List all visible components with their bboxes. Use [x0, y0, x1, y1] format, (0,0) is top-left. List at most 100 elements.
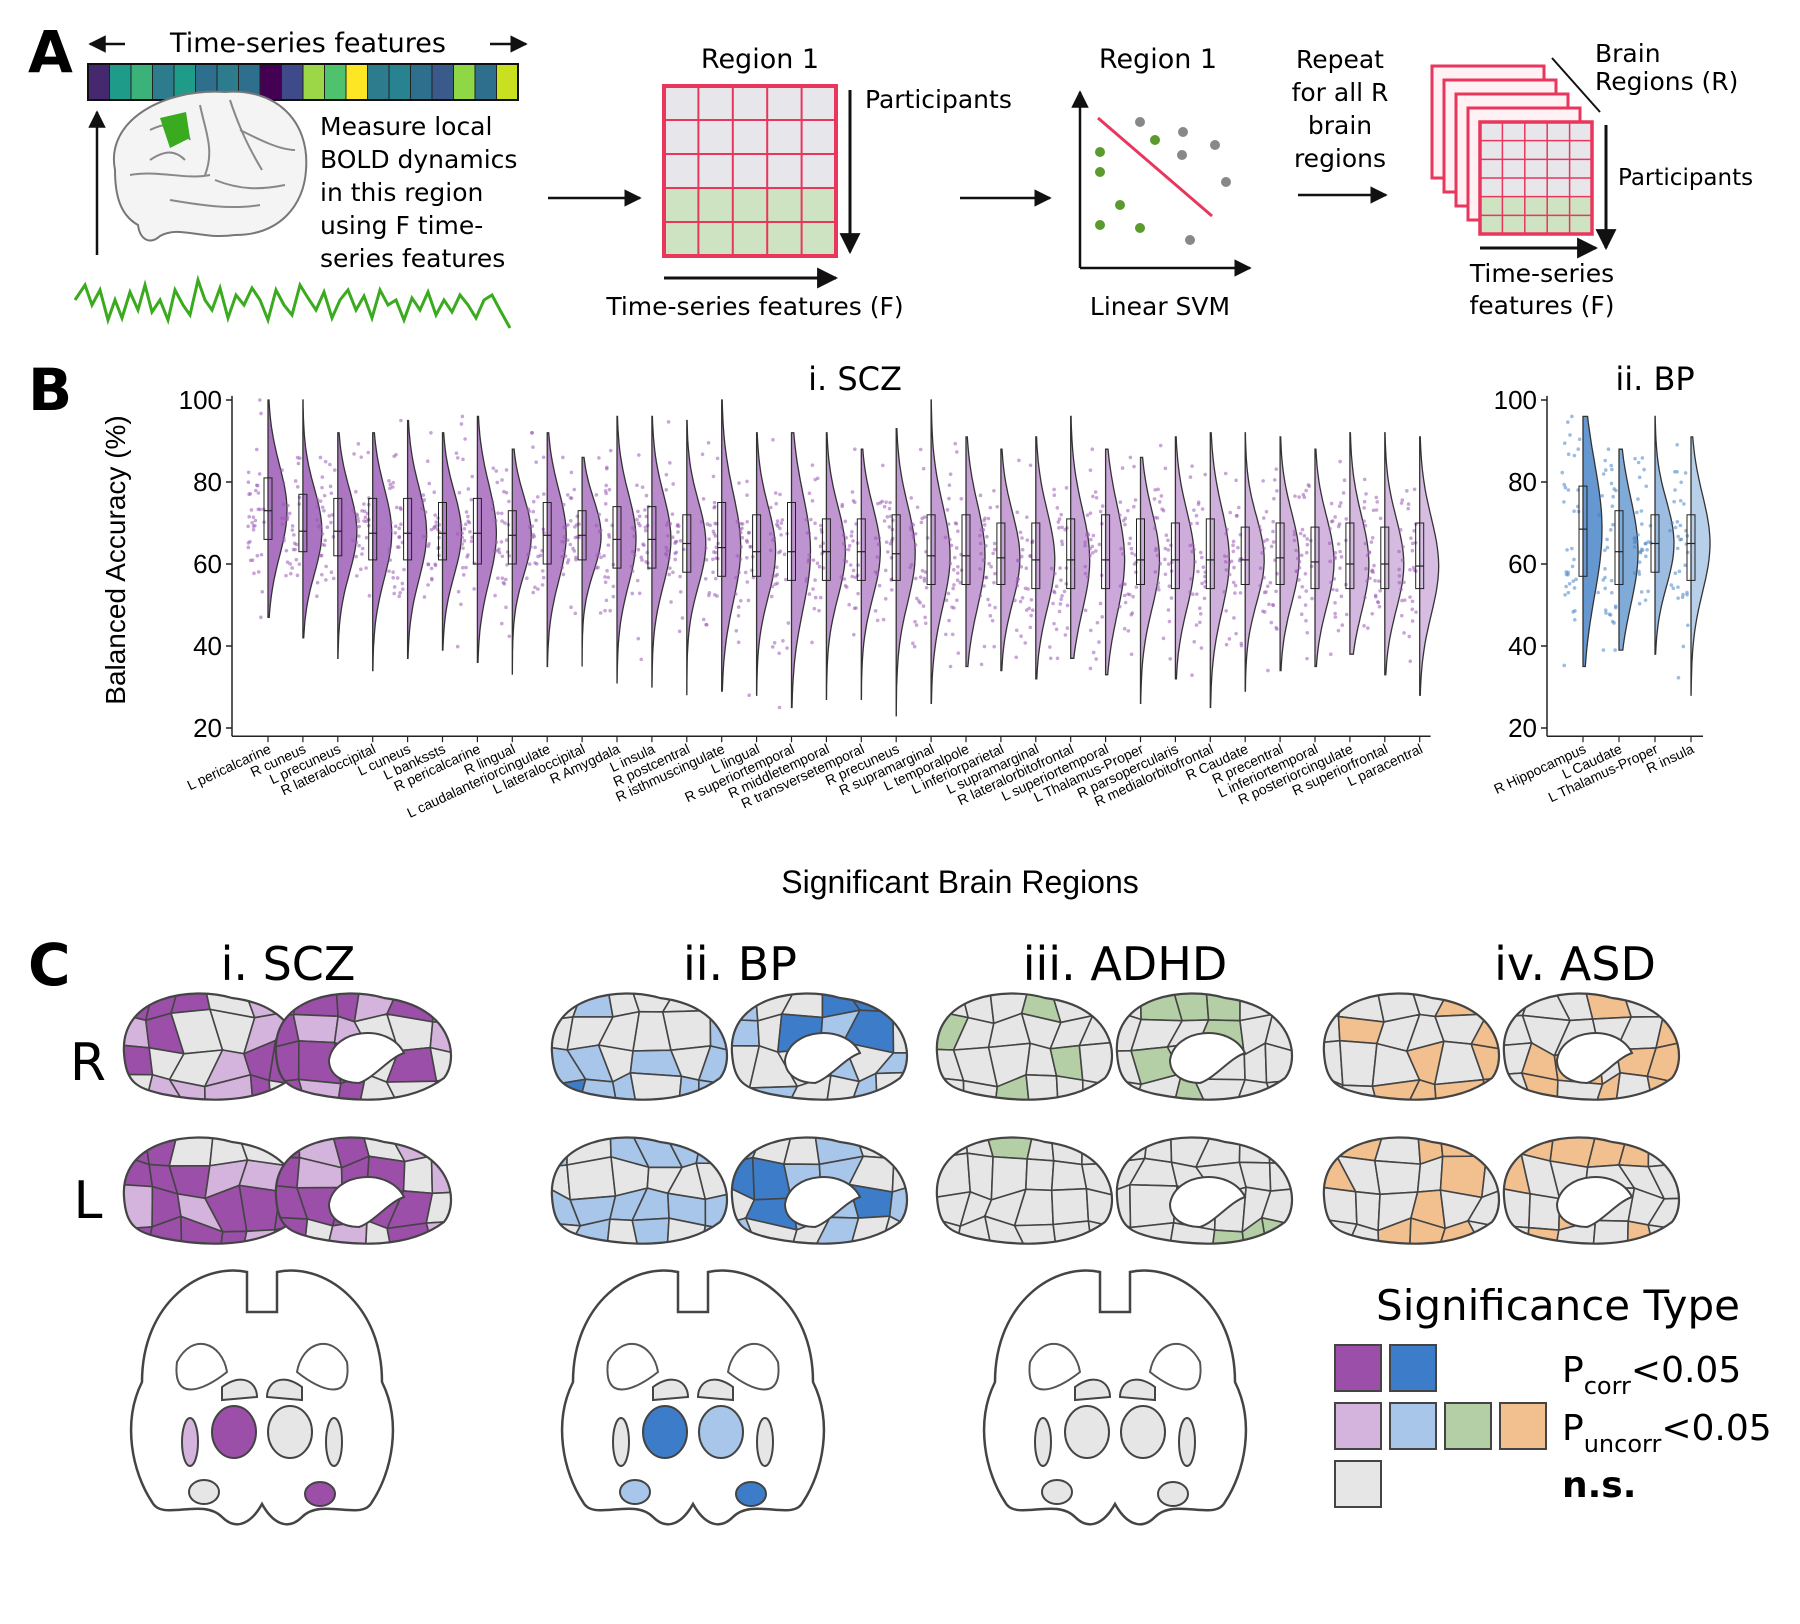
- matrix-row-fill: [1480, 215, 1592, 234]
- data-point: [1048, 656, 1053, 661]
- data-point: [1375, 600, 1380, 604]
- feature-cell: [453, 63, 476, 101]
- parcel: [1646, 1197, 1680, 1233]
- data-point: [911, 641, 915, 646]
- data-point: [629, 564, 634, 569]
- data-point: [1019, 554, 1024, 559]
- data-point: [604, 466, 609, 471]
- data-point: [1408, 567, 1412, 572]
- data-point: [1083, 564, 1088, 569]
- data-point: [843, 547, 848, 552]
- data-point: [779, 533, 783, 537]
- data-point: [1600, 493, 1604, 498]
- data-point: [1682, 502, 1686, 506]
- data-point: [454, 451, 459, 455]
- data-point: [987, 561, 991, 566]
- data-point: [1336, 628, 1341, 633]
- parcel: [208, 1137, 249, 1167]
- data-point: [851, 568, 856, 573]
- data-point: [466, 514, 470, 519]
- data-point: [1094, 657, 1098, 661]
- data-point: [320, 505, 325, 510]
- box: [647, 506, 657, 569]
- data-point: [706, 441, 711, 445]
- matrix-row-fill: [1480, 159, 1592, 178]
- data-point: [608, 608, 612, 613]
- data-point: [1236, 505, 1241, 510]
- data-point: [460, 542, 464, 546]
- data-point: [1016, 577, 1020, 581]
- data-point: [1610, 619, 1615, 624]
- data-point: [714, 545, 719, 550]
- data-point: [565, 493, 570, 497]
- data-point: [250, 521, 255, 525]
- data-point: [251, 515, 256, 519]
- data-point: [1642, 467, 1646, 472]
- medial-wall: [327, 1032, 406, 1085]
- data-point: [421, 493, 426, 497]
- data-point: [1397, 580, 1402, 585]
- data-point: [818, 544, 823, 549]
- medial-brain: [1502, 992, 1681, 1101]
- data-point: [1333, 611, 1337, 616]
- data-point: [387, 569, 391, 573]
- data-point: [1020, 547, 1025, 552]
- data-point: [877, 583, 882, 588]
- data-point: [399, 507, 403, 511]
- parcel: [1323, 1137, 1345, 1160]
- data-point: [1560, 470, 1565, 475]
- data-point: [1339, 501, 1343, 505]
- box: [961, 514, 971, 585]
- data-point: [711, 529, 716, 534]
- data-point: [882, 519, 887, 523]
- data-point: [1086, 575, 1090, 580]
- data-point: [993, 571, 997, 576]
- data-point: [527, 525, 532, 529]
- parcel: [1556, 1079, 1604, 1100]
- data-point: [1159, 494, 1164, 498]
- data-point: [1637, 475, 1642, 480]
- data-point: [1122, 626, 1127, 631]
- data-point: [750, 568, 754, 573]
- data-point: [880, 463, 885, 468]
- violin-shape: [1174, 436, 1196, 680]
- medial-brain: [1115, 992, 1294, 1101]
- data-point: [1340, 623, 1345, 627]
- data-point: [950, 632, 955, 637]
- data-point: [315, 594, 319, 599]
- data-point: [1344, 517, 1349, 521]
- data-point: [249, 508, 254, 512]
- data-point: [1224, 568, 1229, 572]
- data-point: [1677, 569, 1682, 574]
- data-point: [608, 448, 613, 453]
- parcel: [551, 1221, 582, 1244]
- box: [263, 477, 273, 540]
- data-point: [1596, 590, 1600, 595]
- data-point: [1169, 596, 1174, 600]
- data-point: [1367, 550, 1372, 555]
- brain-lateral-sketch: [112, 90, 308, 242]
- data-point: [490, 499, 495, 504]
- data-point: [1100, 504, 1105, 508]
- parcel: [1081, 1137, 1113, 1166]
- data-point: [1222, 554, 1227, 558]
- hemisphere-l-label: L: [74, 1171, 103, 1231]
- data-point: [1333, 515, 1337, 519]
- data-point: [1122, 593, 1127, 598]
- data-point: [1153, 488, 1157, 492]
- data-point: [1166, 548, 1171, 552]
- violin-shape: [1104, 448, 1126, 676]
- data-point: [775, 519, 780, 523]
- data-point: [603, 580, 608, 585]
- data-point: [890, 588, 894, 592]
- data-point: [1088, 666, 1093, 671]
- measure-description: Measure local BOLD dynamics in this regi…: [320, 112, 517, 273]
- data-point: [955, 578, 960, 583]
- data-point: [1090, 550, 1095, 555]
- data-point: [850, 574, 855, 579]
- parcel: [1116, 1077, 1143, 1100]
- parcel: [364, 1219, 394, 1244]
- data-point: [607, 535, 612, 539]
- parcel: [123, 1137, 151, 1166]
